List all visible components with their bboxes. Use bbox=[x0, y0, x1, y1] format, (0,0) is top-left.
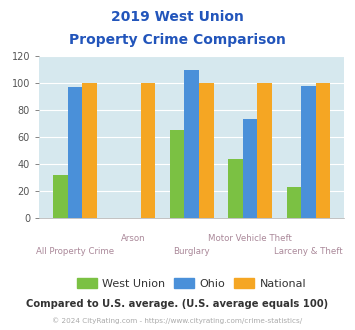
Text: © 2024 CityRating.com - https://www.cityrating.com/crime-statistics/: © 2024 CityRating.com - https://www.city… bbox=[53, 317, 302, 324]
Text: Burglary: Burglary bbox=[173, 247, 210, 256]
Bar bbox=[67, 87, 82, 218]
Bar bbox=[228, 158, 243, 218]
Text: 2019 West Union: 2019 West Union bbox=[111, 10, 244, 24]
Bar bbox=[141, 83, 155, 218]
Text: Larceny & Theft: Larceny & Theft bbox=[274, 247, 343, 256]
Text: Property Crime Comparison: Property Crime Comparison bbox=[69, 33, 286, 47]
Text: Compared to U.S. average. (U.S. average equals 100): Compared to U.S. average. (U.S. average … bbox=[26, 299, 329, 309]
Bar bbox=[243, 119, 257, 218]
Text: Arson: Arson bbox=[121, 234, 146, 243]
Text: Motor Vehicle Theft: Motor Vehicle Theft bbox=[208, 234, 292, 243]
Bar bbox=[301, 86, 316, 218]
Bar bbox=[286, 187, 301, 218]
Bar bbox=[184, 70, 199, 218]
Bar bbox=[199, 83, 214, 218]
Legend: West Union, Ohio, National: West Union, Ohio, National bbox=[72, 273, 311, 293]
Bar bbox=[82, 83, 97, 218]
Bar bbox=[53, 175, 67, 218]
Bar bbox=[316, 83, 331, 218]
Bar bbox=[257, 83, 272, 218]
Bar bbox=[170, 130, 184, 218]
Text: All Property Crime: All Property Crime bbox=[36, 247, 114, 256]
